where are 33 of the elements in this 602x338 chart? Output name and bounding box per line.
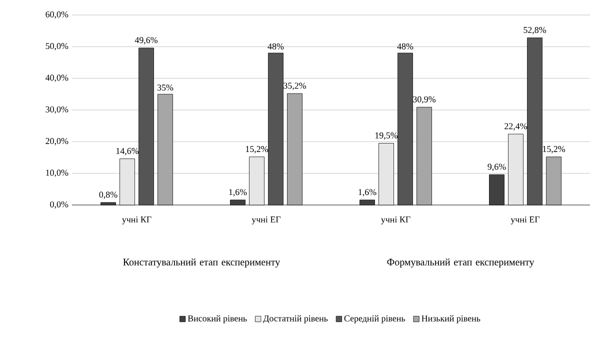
y-tick-label: 40,0% [45, 74, 68, 82]
legend-label: Низький рівень [422, 315, 480, 324]
y-tick-label: 10,0% [46, 170, 68, 177]
x-tick-label: учні ЕГ [252, 216, 281, 224]
data-label: 30,9% [413, 96, 436, 104]
y-tick-label: 20,0% [46, 138, 68, 146]
y-tick-label: 60,0% [46, 11, 68, 19]
data-label: 52,8% [524, 26, 546, 34]
text: Формувальний етап експерименту [387, 258, 534, 268]
data-label: 15,2% [542, 146, 566, 154]
x-tick-label: учні КГ [381, 216, 410, 224]
x-tick-label: учні ЕГ [510, 216, 540, 224]
legend-label: Достатній рівень [263, 315, 328, 324]
data-label: 35% [157, 84, 174, 91]
text: Констатувальний етап експерименту [123, 258, 280, 268]
data-label: 14,6% [116, 148, 139, 156]
data-label: 48% [268, 43, 284, 50]
data-label: 22,4% [504, 123, 528, 131]
data-label: 1,6% [229, 189, 247, 196]
data-label: 19,5% [375, 132, 398, 140]
data-label: 49,6% [134, 37, 158, 44]
x-tick-label: учні КГ [122, 216, 152, 224]
y-tick-label: 0,0% [50, 201, 68, 209]
data-label: 15,2% [246, 146, 268, 154]
y-tick-label: 30,0% [46, 106, 68, 114]
data-label: 35,2% [284, 82, 306, 90]
data-label: 48% [397, 43, 414, 50]
legend-label: Високий рівень [188, 315, 247, 324]
data-label: 0,8% [99, 192, 118, 199]
data-label: 1,6% [358, 189, 376, 196]
data-label: 9,6% [488, 164, 506, 172]
y-tick-label: 50,0% [46, 42, 68, 50]
legend-label: Середній рівень [344, 315, 406, 324]
